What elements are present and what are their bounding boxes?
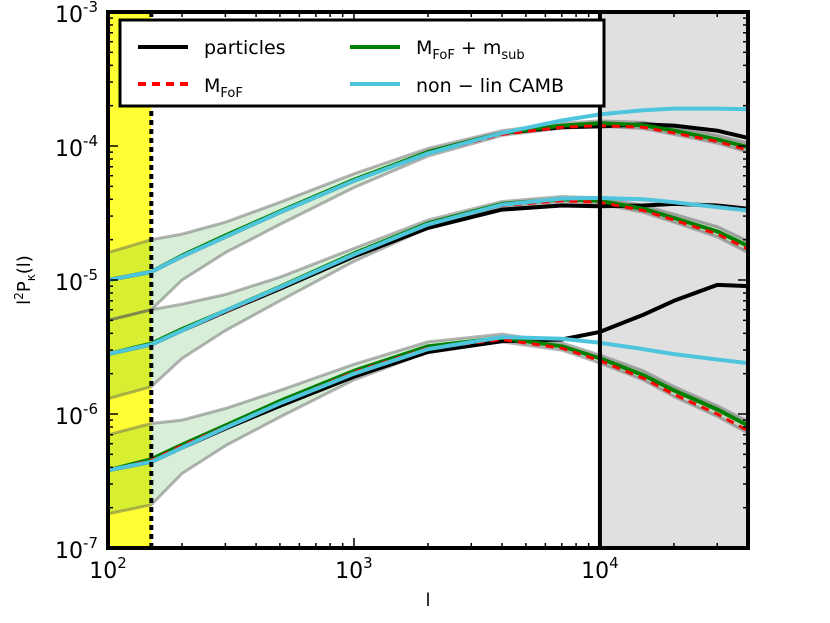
y-tick-label: 10-3 (55, 0, 98, 28)
y-tick-label: 10-5 (55, 266, 98, 296)
x-axis-label: l (425, 590, 430, 611)
plot-frame (106, 10, 750, 550)
y-tick-label: 10-6 (55, 400, 98, 430)
x-tick-label: 103 (335, 554, 373, 584)
series-camb-middle (108, 195, 748, 357)
legend-label-mfof: MFoF (204, 75, 243, 101)
x-tick-label: 102 (89, 554, 127, 584)
y-axis-label: l2Pκ(l) (12, 255, 38, 305)
x-tick-label: 104 (581, 554, 619, 584)
series-camb-upper (108, 106, 748, 282)
y-tick-label: 10-4 (55, 132, 98, 162)
legend-label-particles: particles (204, 37, 286, 59)
error-band-upper (108, 119, 748, 322)
shaded-region-gray-band (599, 12, 748, 548)
tick-labels: 102 103 104 10-7 10-6 10-5 10-4 10-3 (55, 0, 619, 584)
series-lines (108, 106, 748, 473)
legend-label-camb: non − lin CAMB (416, 75, 564, 97)
series-camb-lower (108, 335, 748, 473)
error-band-middle (108, 194, 748, 401)
legend-label-mfof-msub: MFoF + msub (416, 37, 525, 63)
legend-box (118, 18, 606, 108)
y-tick-label: 10-7 (55, 534, 98, 564)
legend: particles MFoF MFoF + msub non − lin CAM… (118, 18, 606, 108)
